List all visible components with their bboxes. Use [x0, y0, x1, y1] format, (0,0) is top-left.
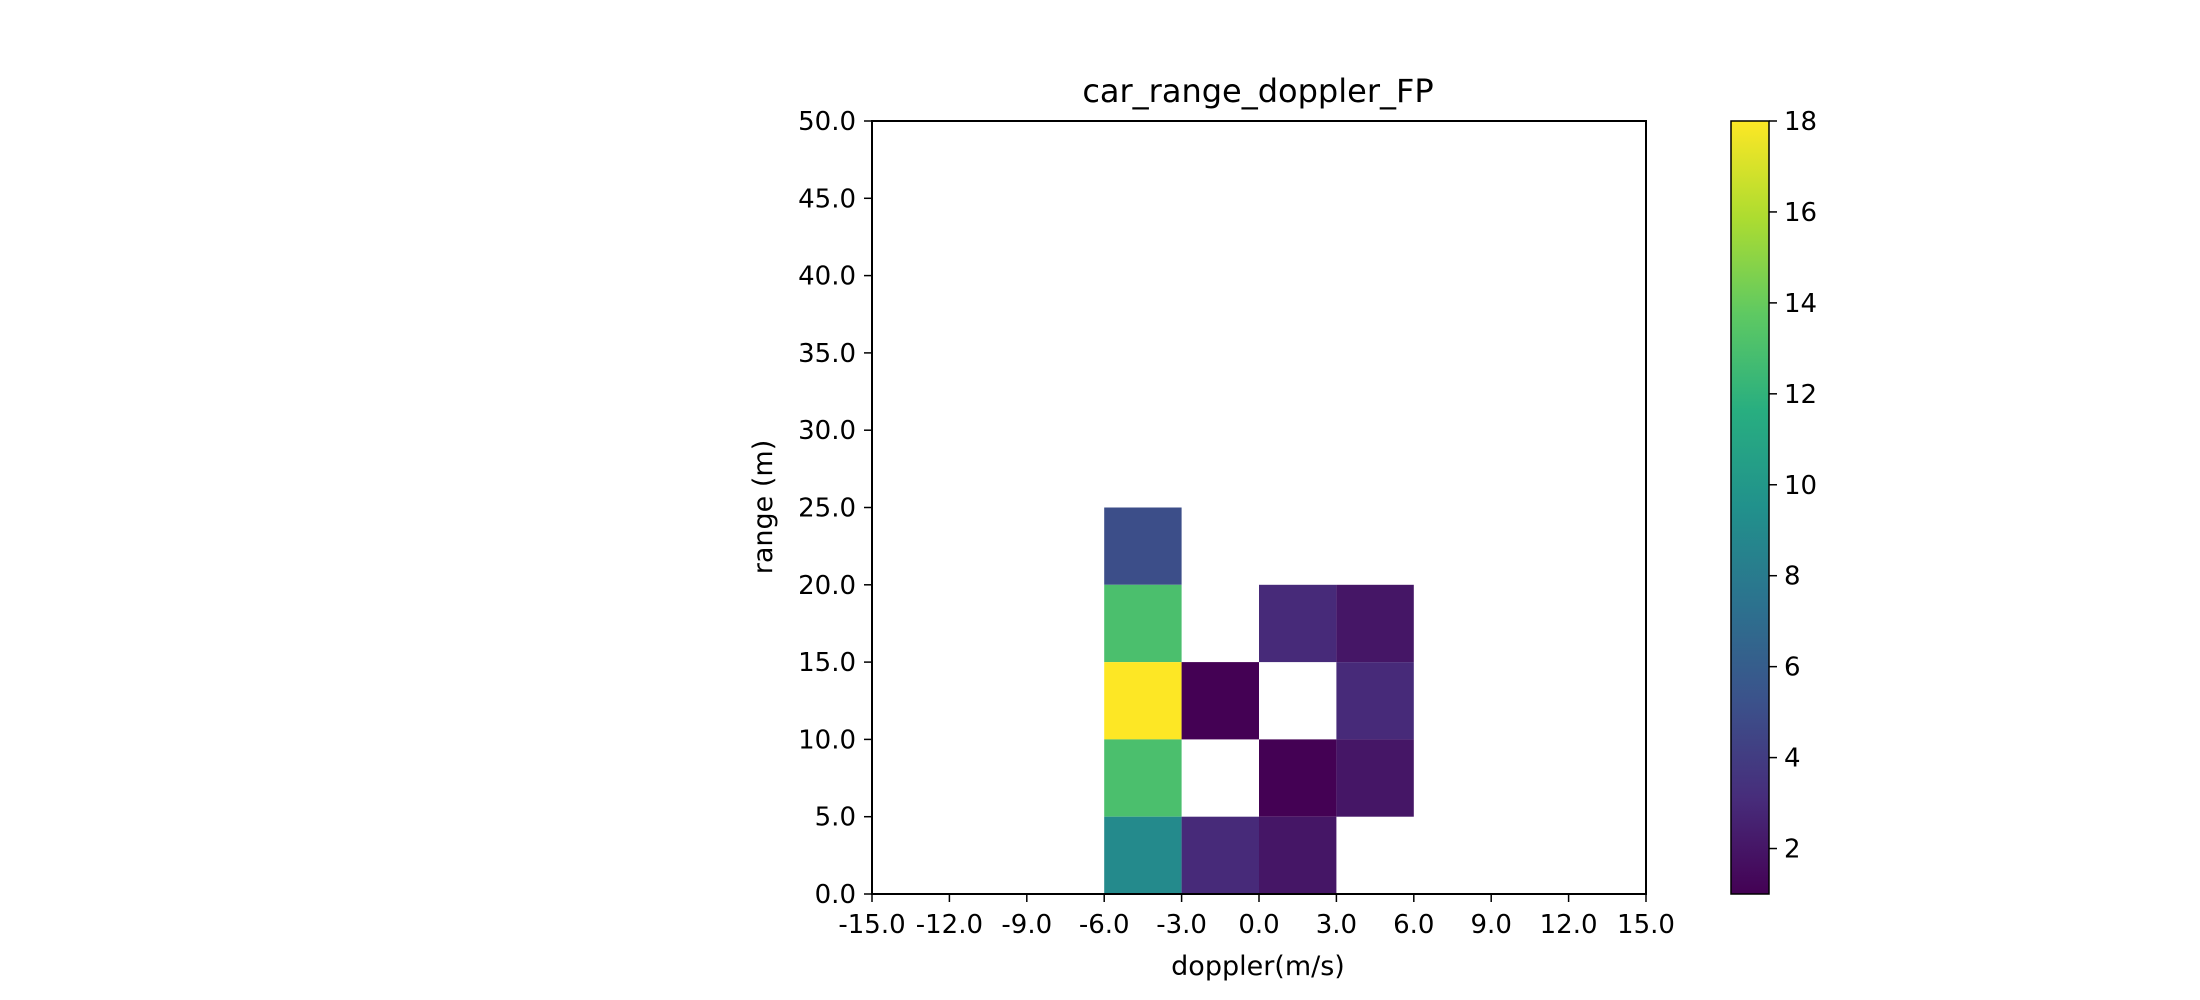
colorbar-tick-label: 6 [1784, 653, 1801, 683]
y-tick-label: 5.0 [815, 803, 856, 833]
x-tick-label: 3.0 [1316, 910, 1357, 940]
heatmap-cells [1104, 507, 1414, 894]
x-tick-label: -15.0 [838, 910, 905, 940]
colorbar-tick-label: 4 [1784, 744, 1801, 774]
heatmap-cell [1104, 816, 1182, 894]
colorbar-tick-label: 14 [1784, 289, 1817, 319]
heatmap-cell [1104, 507, 1182, 585]
colorbar-tick-label: 18 [1784, 107, 1817, 137]
y-tick-label: 45.0 [798, 184, 856, 214]
colorbar [1730, 120, 1770, 895]
y-axis-label: range (m) [748, 440, 779, 574]
heatmap-cell [1259, 584, 1337, 663]
colorbar-tick-label: 16 [1784, 198, 1817, 228]
x-tick-label: 0.0 [1238, 910, 1279, 940]
heatmap-cell [1104, 739, 1182, 817]
heatmap-cell [1336, 584, 1414, 663]
x-tick-label: -3.0 [1156, 910, 1207, 940]
y-tick-label: 35.0 [798, 339, 856, 369]
y-tick-label: 30.0 [798, 416, 856, 446]
x-axis: -15.0 -12.0 -9.0 -6.0 -3.0 0.0 3.0 6.0 9.0 12.0 15… [838, 894, 1675, 940]
colorbar-ticks: 2 4 6 8 10 12 14 16 18 [1769, 107, 1817, 865]
y-axis: 0.0 5.0 10.0 15.0 20.0 25.0 30.0 35.0 40.0 45.0 50… [798, 107, 872, 910]
x-tick-label: 15.0 [1617, 910, 1675, 940]
x-tick-label: 12.0 [1540, 910, 1598, 940]
y-tick-label: 10.0 [798, 725, 856, 755]
heatmap-cell [1259, 816, 1337, 894]
heatmap-cell [1104, 584, 1182, 663]
y-tick-label: 20.0 [798, 571, 856, 601]
y-tick-label: 15.0 [798, 648, 856, 678]
heatmap-cell [1336, 662, 1414, 740]
x-tick-label: 6.0 [1393, 910, 1434, 940]
heatmap-cell [1104, 662, 1182, 740]
y-tick-label: 25.0 [798, 494, 856, 524]
colorbar-tick-label: 12 [1784, 380, 1817, 410]
heatmap-cell [1336, 739, 1414, 817]
y-tick-label: 40.0 [798, 262, 856, 292]
y-tick-label: 50.0 [798, 107, 856, 137]
chart-title: car_range_doppler_FP [1082, 72, 1433, 110]
x-tick-label: -6.0 [1079, 910, 1130, 940]
colorbar-tick-label: 8 [1784, 562, 1801, 592]
y-tick-label: 0.0 [815, 880, 856, 910]
x-tick-label: -9.0 [1001, 910, 1052, 940]
heatmap-cell [1259, 739, 1337, 817]
x-axis-label: doppler(m/s) [1171, 951, 1345, 982]
x-tick-label: -12.0 [916, 910, 983, 940]
heatmap-cell [1181, 662, 1259, 740]
x-tick-label: 9.0 [1471, 910, 1512, 940]
colorbar-tick-label: 2 [1784, 835, 1801, 865]
colorbar-tick-label: 10 [1784, 471, 1817, 501]
heatmap-cell [1181, 816, 1259, 894]
